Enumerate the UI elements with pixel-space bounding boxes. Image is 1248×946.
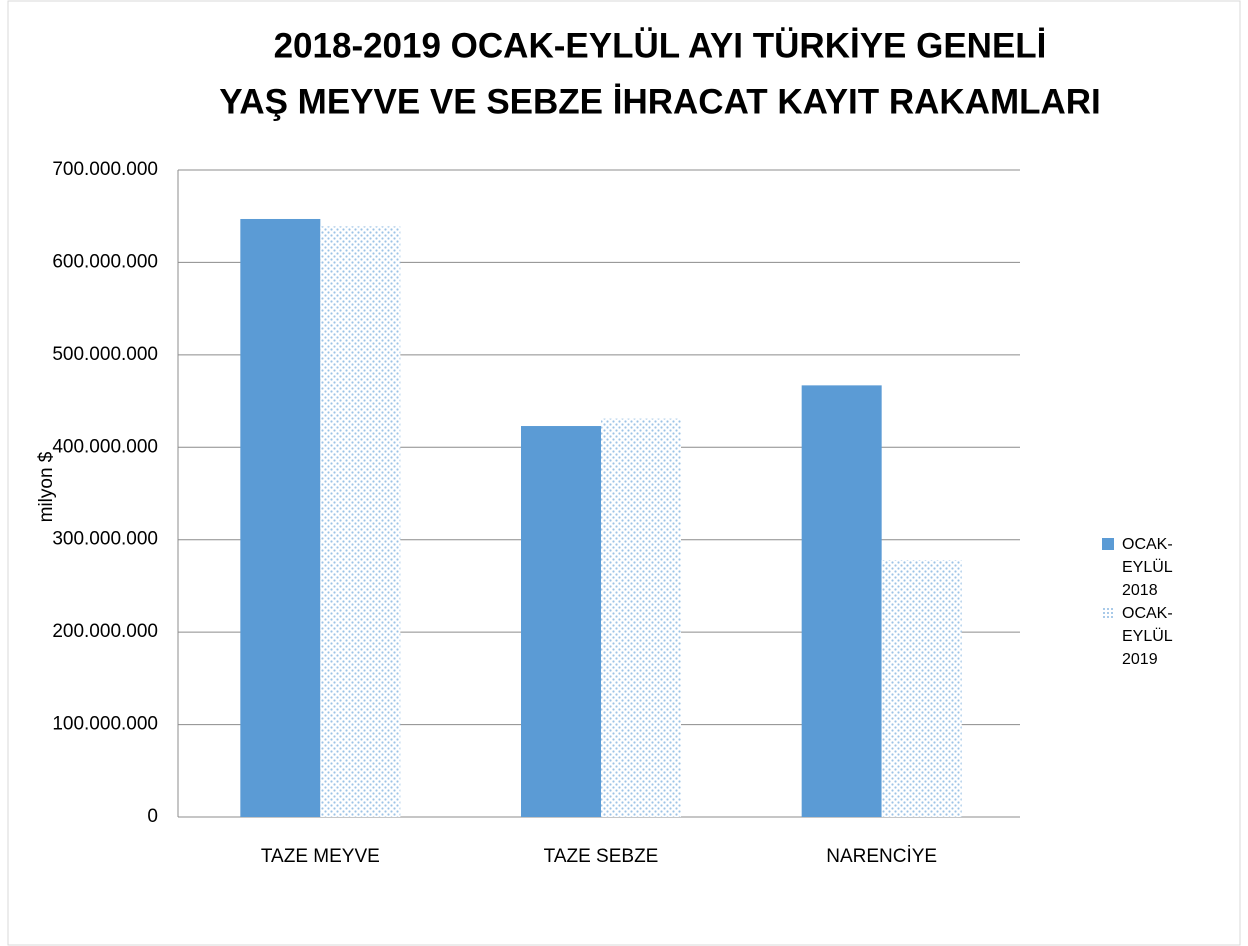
bar bbox=[240, 218, 321, 818]
legend-item: OCAK-EYLÜL 2018 bbox=[1100, 533, 1210, 602]
legend-label: OCAK-EYLÜL 2019 bbox=[1122, 605, 1173, 668]
chart-frame bbox=[7, 0, 1241, 946]
y-tick-label: 700.000.000 bbox=[52, 159, 158, 180]
legend-swatch bbox=[1102, 538, 1114, 550]
bar bbox=[521, 426, 601, 817]
x-tick-label: TAZE SEBZE bbox=[544, 846, 659, 867]
x-tick-label: NARENCİYE bbox=[826, 846, 937, 867]
y-tick-label: 200.000.000 bbox=[52, 621, 158, 642]
y-tick-label: 100.000.000 bbox=[52, 714, 158, 735]
legend-label: OCAK-EYLÜL 2018 bbox=[1122, 536, 1173, 599]
x-tick-label: TAZE MEYVE bbox=[261, 846, 380, 867]
bar bbox=[801, 385, 882, 817]
y-tick-label: 400.000.000 bbox=[52, 436, 158, 457]
y-tick-label: 600.000.000 bbox=[52, 251, 158, 272]
y-tick-label: 0 bbox=[147, 806, 158, 827]
legend-item: OCAK-EYLÜL 2019 bbox=[1100, 602, 1210, 671]
y-tick-label: 500.000.000 bbox=[52, 344, 158, 365]
y-tick-label: 300.000.000 bbox=[52, 529, 158, 550]
bar bbox=[320, 226, 401, 818]
bar bbox=[881, 560, 962, 817]
legend-swatch bbox=[1102, 607, 1114, 619]
legend: OCAK-EYLÜL 2018 OCAK-EYLÜL 2019 bbox=[1100, 533, 1210, 671]
bar bbox=[601, 418, 681, 817]
chart-title: YAŞ MEYVE VE SEBZE İHRACAT KAYIT RAKAMLA… bbox=[219, 82, 1101, 121]
y-axis-label: milyon $ bbox=[36, 451, 57, 522]
chart-title: 2018-2019 OCAK-EYLÜL AYI TÜRKİYE GENELİ bbox=[274, 26, 1047, 65]
